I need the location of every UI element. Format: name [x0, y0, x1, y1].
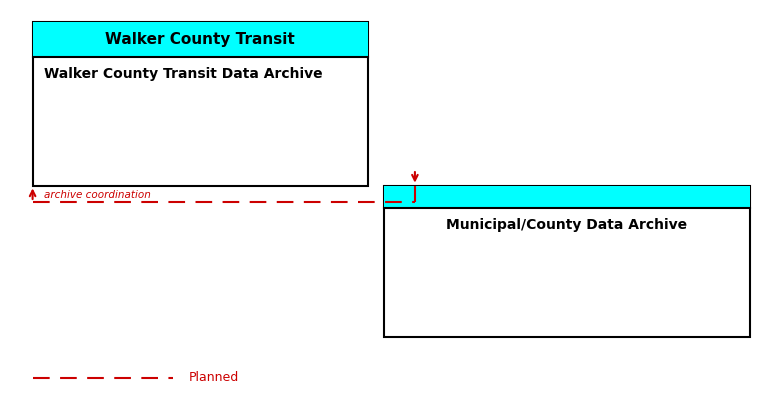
Bar	[384, 185, 750, 337]
Text: Walker County Transit Data Archive: Walker County Transit Data Archive	[45, 67, 323, 81]
Text: Municipal/County Data Archive: Municipal/County Data Archive	[446, 218, 687, 232]
Text: archive coordination: archive coordination	[45, 190, 151, 200]
Text: Planned: Planned	[189, 371, 239, 384]
Bar	[33, 22, 368, 56]
Text: Walker County Transit: Walker County Transit	[106, 32, 295, 47]
Bar	[384, 185, 750, 208]
Bar	[33, 22, 368, 185]
